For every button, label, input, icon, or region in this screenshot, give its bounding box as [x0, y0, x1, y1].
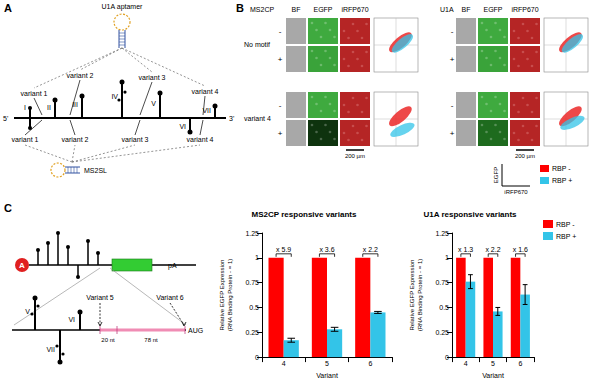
- svg-text:MS2CP: MS2CP: [250, 6, 274, 13]
- svg-text:1.25: 1.25: [245, 230, 259, 237]
- svg-text:MS2SL: MS2SL: [84, 167, 107, 174]
- svg-text:A: A: [19, 261, 25, 270]
- svg-text:A: A: [4, 2, 12, 14]
- svg-text:RBP +: RBP +: [556, 233, 576, 240]
- svg-text:x 1.6: x 1.6: [513, 246, 528, 253]
- svg-text:5: 5: [491, 360, 495, 367]
- svg-text:EGFP: EGFP: [493, 167, 499, 183]
- svg-text:No motif: No motif: [244, 41, 270, 48]
- svg-text:EGFP: EGFP: [313, 6, 332, 13]
- svg-text:x 3.6: x 3.6: [319, 246, 334, 253]
- svg-text:VII: VII: [202, 107, 211, 115]
- svg-text:Variant: Variant: [482, 372, 504, 379]
- svg-text:0.75: 0.75: [245, 279, 259, 286]
- svg-text:+: +: [450, 55, 455, 64]
- svg-text:-: -: [451, 27, 454, 36]
- svg-text:variant 3: variant 3: [122, 136, 149, 143]
- svg-text:U1A aptamer: U1A aptamer: [102, 3, 144, 11]
- svg-text:-: -: [279, 101, 282, 110]
- svg-text:pA: pA: [168, 262, 177, 270]
- svg-text:(RNA Binding Protein - = 1): (RNA Binding Protein - = 1): [227, 259, 233, 332]
- svg-text:V: V: [25, 308, 30, 315]
- svg-text:+: +: [278, 55, 283, 64]
- svg-text:(RNA Binding Protein - = 1): (RNA Binding Protein - = 1): [417, 259, 423, 332]
- svg-text:U1A: U1A: [440, 6, 454, 13]
- svg-text:0: 0: [445, 354, 449, 361]
- svg-text:MS2CP responsive variants: MS2CP responsive variants: [252, 210, 357, 219]
- svg-text:Variant 5: Variant 5: [86, 294, 114, 301]
- svg-text:5: 5: [325, 360, 329, 367]
- svg-text:variant 4: variant 4: [187, 136, 214, 143]
- svg-text:x 5.9: x 5.9: [276, 246, 291, 253]
- svg-text:II: II: [47, 104, 51, 111]
- svg-text:3': 3': [229, 115, 234, 122]
- svg-text:-: -: [279, 27, 282, 36]
- svg-text:200 µm: 200 µm: [345, 153, 365, 159]
- svg-text:1: 1: [445, 254, 449, 261]
- svg-text:C: C: [4, 202, 12, 214]
- svg-text:-: -: [451, 101, 454, 110]
- svg-text:4: 4: [464, 360, 468, 367]
- svg-text:variant 3: variant 3: [139, 74, 166, 81]
- svg-text:variant 4: variant 4: [244, 115, 271, 122]
- svg-text:0.75: 0.75: [435, 279, 449, 286]
- svg-text:x 1.3: x 1.3: [458, 246, 473, 253]
- svg-text:x 2.2: x 2.2: [363, 246, 378, 253]
- svg-text:RBP -: RBP -: [552, 165, 571, 172]
- svg-text:variant 1: variant 1: [12, 136, 39, 143]
- svg-text:Relative EGFP Expression: Relative EGFP Expression: [409, 260, 415, 331]
- svg-text:variant 1: variant 1: [21, 90, 48, 97]
- svg-text:variant 2: variant 2: [62, 136, 89, 143]
- svg-text:iRFP670: iRFP670: [511, 6, 538, 13]
- svg-text:4: 4: [282, 360, 286, 367]
- svg-text:+: +: [278, 129, 283, 138]
- svg-text:iRFP670: iRFP670: [341, 6, 368, 13]
- svg-text:RBP -: RBP -: [556, 221, 575, 228]
- svg-text:20 nt: 20 nt: [101, 337, 115, 343]
- svg-text:AUG: AUG: [188, 327, 203, 334]
- svg-text:BF: BF: [292, 6, 301, 13]
- svg-text:B: B: [236, 2, 244, 14]
- svg-text:Variant: Variant: [316, 372, 338, 379]
- svg-text:+: +: [450, 129, 455, 138]
- svg-text:0.25: 0.25: [435, 329, 449, 336]
- svg-text:variant 4: variant 4: [192, 88, 219, 95]
- svg-text:78 nt: 78 nt: [144, 337, 158, 343]
- svg-text:6: 6: [518, 360, 522, 367]
- svg-text:U1A responsive variants: U1A responsive variants: [423, 210, 517, 219]
- svg-text:III: III: [72, 101, 78, 109]
- svg-text:5': 5': [3, 115, 8, 122]
- svg-text:0.25: 0.25: [245, 329, 259, 336]
- svg-text:6: 6: [368, 360, 372, 367]
- svg-text:V: V: [151, 100, 156, 107]
- svg-text:EGFP: EGFP: [483, 6, 502, 13]
- svg-text:RBP +: RBP +: [552, 177, 572, 184]
- svg-text:0.5: 0.5: [439, 304, 449, 311]
- svg-text:BF: BF: [462, 6, 471, 13]
- svg-text:IV: IV: [111, 93, 118, 100]
- svg-text:Variant 6: Variant 6: [156, 294, 184, 301]
- svg-text:0.5: 0.5: [249, 304, 259, 311]
- svg-text:VI: VI: [179, 123, 186, 130]
- svg-text:200 µm: 200 µm: [515, 153, 535, 159]
- svg-text:VII: VII: [46, 346, 55, 353]
- svg-text:1.25: 1.25: [435, 230, 449, 237]
- svg-text:0: 0: [255, 354, 259, 361]
- svg-text:variant 2: variant 2: [67, 72, 94, 79]
- svg-text:I: I: [24, 104, 26, 111]
- svg-text:Relative EGFP Expression: Relative EGFP Expression: [219, 260, 225, 331]
- svg-text:iRFP670: iRFP670: [504, 189, 528, 195]
- svg-text:1: 1: [255, 254, 259, 261]
- svg-text:VI: VI: [68, 316, 75, 323]
- svg-text:x 2.2: x 2.2: [485, 246, 500, 253]
